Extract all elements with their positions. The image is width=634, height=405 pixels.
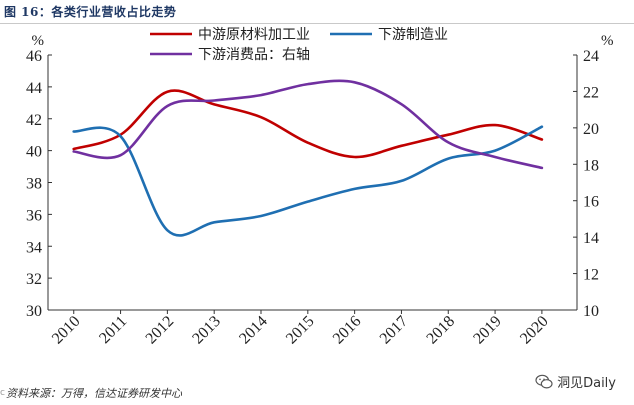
right-tick-label: 18 — [583, 157, 599, 174]
figure-title: 图 16：各类行业营收占比走势 — [4, 5, 177, 19]
title-divider — [0, 23, 634, 24]
line-chart: 30 32 34 36 38 40 42 44 46 10 12 14 16 18 20 22 24% % 2010… — [26, 27, 614, 347]
x-tick-label: 2016 — [330, 313, 365, 348]
series-line-3 — [72, 79, 544, 170]
watermark: 洞见Daily — [535, 372, 616, 391]
left-tick-label: 38 — [26, 176, 42, 193]
x-tick-label: 2020 — [517, 313, 552, 348]
right-tick-label: 12 — [583, 267, 599, 284]
left-tick-label: 32 — [26, 271, 42, 288]
left-tick-label: 40 — [26, 144, 42, 161]
legend-label-1: 中游原材料加工业 — [198, 27, 310, 43]
right-unit-label: % — [601, 33, 614, 49]
wechat-icon — [535, 374, 553, 388]
left-unit-label: % — [32, 33, 45, 49]
watermark-text: 洞见Daily — [557, 376, 616, 391]
left-tick-label: 42 — [26, 112, 42, 129]
series-line-1 — [72, 89, 544, 159]
right-tick-label: 16 — [583, 194, 599, 211]
x-tick-label: 2019 — [470, 313, 505, 348]
right-tick-label: 22 — [583, 84, 599, 101]
corner-mark: c — [0, 388, 5, 398]
left-tick-label: 44 — [26, 80, 42, 97]
x-tick-label: 2014 — [236, 313, 271, 348]
x-tick-label: 2010 — [49, 313, 84, 348]
right-tick-label: 10 — [583, 303, 599, 320]
x-tick-label: 2011 — [96, 313, 130, 347]
right-tick-label: 20 — [583, 121, 599, 138]
left-tick-label: 36 — [26, 207, 42, 224]
x-tick-label: 2018 — [423, 313, 458, 348]
legend-label-3: 下游消费品：右轴 — [198, 47, 310, 63]
source-note: 资料来源：万得，信达证券研发中心 — [6, 387, 182, 400]
legend-label-2: 下游制造业 — [378, 27, 448, 43]
x-tick-label: 2012 — [143, 313, 178, 348]
axes-group: 30 32 34 36 38 40 42 44 46 10 12 14 16 18 20 22 24% % 2010… — [26, 33, 614, 347]
right-tick-label: 24 — [583, 48, 599, 65]
right-tick-label: 14 — [583, 230, 599, 247]
x-tick-label: 2017 — [377, 313, 412, 348]
x-tick-label: 2013 — [189, 313, 224, 348]
left-tick-label: 30 — [26, 303, 42, 320]
left-tick-label: 46 — [26, 48, 42, 65]
series-line-2 — [72, 125, 544, 237]
x-tick-label: 2015 — [283, 313, 318, 348]
left-tick-label: 34 — [26, 239, 42, 256]
series-lines — [72, 79, 544, 237]
